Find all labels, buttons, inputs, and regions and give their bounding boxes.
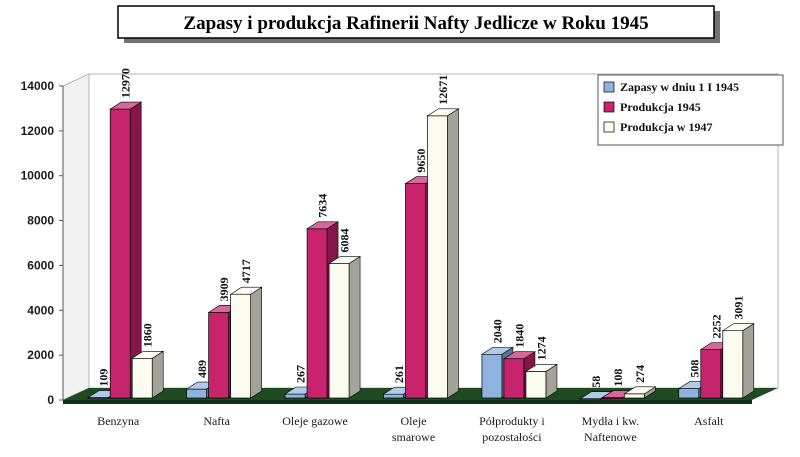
data-label: 2252 (709, 314, 723, 338)
data-label: 12671 (436, 75, 450, 105)
category-label: Mydła i kw. (582, 414, 640, 428)
bars (87, 101, 755, 401)
y-tick-label: 0 (47, 393, 54, 407)
legend-entry: Produkcja 1945 (620, 100, 701, 114)
data-label: 2040 (490, 319, 504, 343)
y-tick-label: 4000 (27, 303, 54, 317)
bar (524, 363, 558, 399)
plot-floor-edge (63, 400, 752, 404)
chart-title-box: Zapasy i produkcja Rafinerii Nafty Jedli… (117, 5, 720, 43)
data-label: 267 (294, 365, 308, 383)
data-labels: 109 12970 1860 489 3909 4717 267 7634 6084 261 965… (97, 68, 746, 388)
bar (131, 350, 165, 399)
y-axis: 0 2000 4000 6000 8000 10000 12000 14000 (21, 79, 64, 407)
category-label: Asfalt (694, 414, 724, 428)
category-label: pozostałości (482, 430, 542, 444)
category-label: Oleje (401, 414, 427, 428)
y-tick-label: 12000 (21, 124, 55, 138)
y-tick-label: 14000 (21, 79, 55, 93)
legend-swatch (603, 81, 615, 93)
bar (229, 286, 263, 399)
legend-entry: Zapasy w dniu 1 I 1945 (620, 80, 739, 94)
data-label: 109 (97, 369, 111, 387)
plot-side-wall (62, 73, 90, 401)
x-axis: Benzyna Nafta Oleje gazowe Oleje smarowe Półp… (97, 414, 724, 444)
data-label: 274 (633, 365, 647, 383)
legend-swatch (603, 101, 615, 113)
data-label: 108 (611, 369, 625, 387)
data-label: 12970 (119, 68, 133, 98)
chart-title: Zapasy i produkcja Rafinerii Nafty Jedli… (183, 13, 648, 34)
legend-entry: Produkcja w 1947 (620, 120, 712, 134)
category-label: Nafta (203, 414, 230, 428)
category-label: Oleje gazowe (282, 414, 348, 428)
y-tick-label: 6000 (27, 258, 54, 272)
bar (109, 101, 143, 399)
data-label: 1840 (512, 324, 526, 348)
y-tick-label: 10000 (21, 169, 55, 183)
data-label: 489 (195, 360, 209, 378)
data-label: 58 (589, 376, 603, 388)
y-tick-label: 2000 (27, 348, 54, 362)
bar (426, 108, 460, 399)
category-label: Naftenowe (584, 430, 637, 444)
legend-swatch (603, 121, 615, 133)
bar (328, 255, 362, 399)
category-label: Półprodukty i (479, 414, 545, 428)
data-label: 9650 (414, 149, 428, 173)
data-label: 1274 (534, 336, 548, 360)
data-label: 3091 (731, 296, 745, 320)
data-label: 508 (687, 360, 701, 378)
bar (623, 386, 657, 399)
legend: Zapasy w dniu 1 I 1945 Produkcja 1945 Prod… (597, 74, 784, 146)
legend-frame (597, 74, 784, 146)
category-label: smarowe (392, 430, 435, 444)
category-label: Benzyna (97, 414, 140, 428)
data-label: 3909 (217, 277, 231, 301)
data-label: 4717 (239, 259, 253, 283)
y-tick-label: 8000 (27, 214, 54, 228)
data-label: 1860 (141, 323, 155, 347)
bar (721, 323, 755, 399)
data-label: 6084 (338, 229, 352, 253)
data-label: 261 (392, 365, 406, 383)
data-label: 7634 (316, 194, 330, 218)
